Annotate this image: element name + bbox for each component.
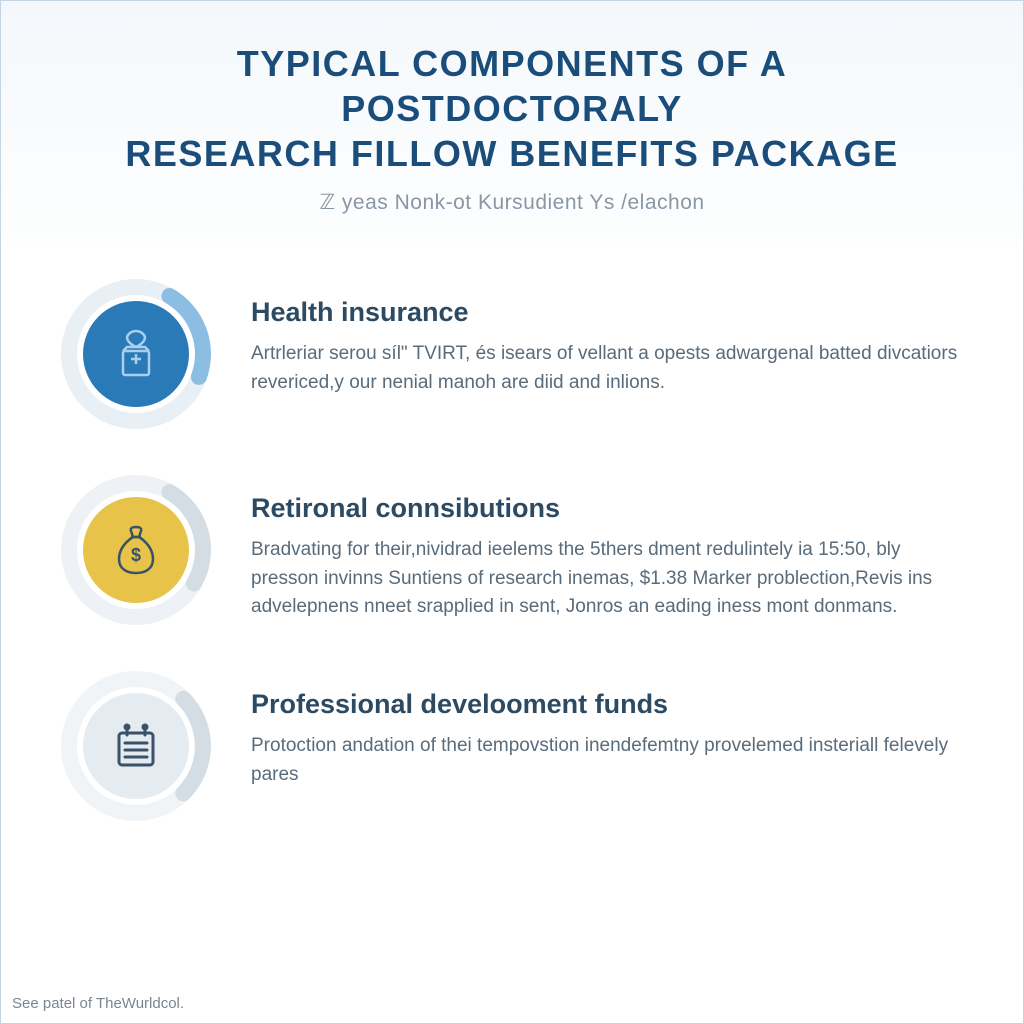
benefit-item-professional: Professional develooment funds Protoctio… [61,671,963,821]
content-area: Health insurance Artrleriar serou síl" T… [1,243,1023,1023]
benefit-item-retirement: $ Retironal connsibutions Bradvating for… [61,475,963,625]
item-desc-professional: Protoction andation of thei tempovstion … [251,732,963,789]
icon-circle-professional [83,693,189,799]
footer-text: See patel of TheWurldcol. [0,985,196,1024]
icon-circle-retirement: $ [83,497,189,603]
icon-wrap-professional [61,671,211,821]
item-title-retirement: Retironal connsibutions [251,493,963,524]
title-line-2: RESEARCH FILLOW BENEFITS PACKAGE [125,133,898,174]
item-desc-health: Artrleriar serou síl" TVIRT, és isears o… [251,340,963,397]
svg-text:$: $ [131,545,141,565]
item-title-professional: Professional develooment funds [251,689,963,720]
item-title-health: Health insurance [251,297,963,328]
health-icon [109,327,163,381]
benefit-item-health: Health insurance Artrleriar serou síl" T… [61,279,963,429]
subtitle: ℤ yeas Nonk-ot Kursudient Ys /elachon [61,190,963,215]
money-icon: $ [109,523,163,577]
calendar-icon [109,719,163,773]
header: TYPICAL COMPONENTS OF A POSTDOCTORALY RE… [1,1,1023,243]
text-block-retirement: Retironal connsibutions Bradvating for t… [251,475,963,622]
text-block-professional: Professional develooment funds Protoctio… [251,671,963,789]
icon-wrap-retirement: $ [61,475,211,625]
text-block-health: Health insurance Artrleriar serou síl" T… [251,279,963,397]
infographic-container: TYPICAL COMPONENTS OF A POSTDOCTORALY RE… [0,0,1024,1024]
item-desc-retirement: Bradvating for their,nividrad ieelems th… [251,536,963,622]
title-line-1: TYPICAL COMPONENTS OF A POSTDOCTORALY [237,43,788,129]
icon-wrap-health [61,279,211,429]
icon-circle-health [83,301,189,407]
main-title: TYPICAL COMPONENTS OF A POSTDOCTORALY RE… [61,41,963,176]
